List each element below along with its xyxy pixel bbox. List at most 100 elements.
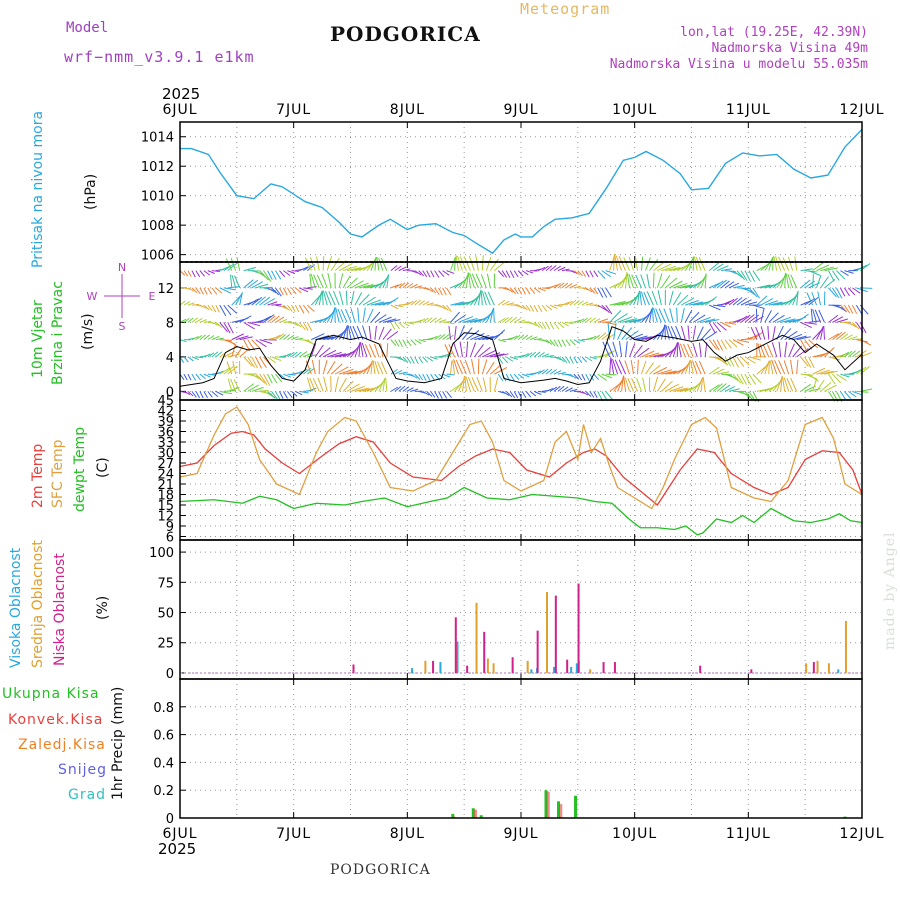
wind-arrow (840, 304, 848, 313)
wind-arrow (740, 299, 752, 306)
wind-arrow (259, 373, 268, 386)
wind-arrow (475, 255, 479, 271)
wind-arrow (817, 291, 822, 306)
wind-arrow (279, 304, 287, 310)
wind-arrow (422, 356, 429, 363)
wind-arrow (668, 290, 674, 306)
wind-arrow (768, 257, 774, 271)
wind-arrow (485, 256, 492, 271)
wind-arrow (694, 360, 702, 375)
wind-arrow (434, 334, 442, 341)
wind-arrow (291, 336, 299, 341)
wind-arrow (569, 270, 578, 274)
wind-arrow (696, 377, 703, 392)
wind-arrow (207, 287, 212, 295)
wind-arrow (553, 356, 562, 361)
wind-arrow (657, 263, 672, 272)
wind-arrow (195, 334, 203, 341)
wind-arrow (350, 290, 355, 306)
wind-arrow (459, 256, 467, 271)
wind-arrow (639, 291, 642, 306)
wind-arrow (509, 270, 515, 279)
wind-arrow (756, 295, 768, 306)
y-tick-label: 6 (166, 531, 174, 546)
wind-arrow (557, 385, 565, 392)
wind-arrow (354, 343, 361, 358)
wind-arrow (279, 334, 287, 341)
wind-arrow (752, 270, 761, 282)
wind-arrow (203, 353, 211, 358)
wind-arrow (800, 383, 811, 392)
wind-arrow (438, 304, 446, 310)
wind-arrow (832, 287, 840, 299)
wind-arrow (287, 351, 295, 358)
wind-arrow (848, 321, 857, 328)
wind-arrow (549, 339, 556, 347)
wind-arrow (299, 351, 308, 358)
wind-arrow (482, 349, 497, 358)
wind-arrow (259, 270, 269, 281)
wind-arrow (716, 356, 728, 365)
high-cloud-bar (456, 641, 459, 673)
wind-arrow (446, 270, 455, 274)
wind-arrow (340, 309, 348, 323)
wind-arrow (633, 291, 640, 306)
wind-arrow (446, 373, 455, 376)
wind-arrow (736, 315, 748, 323)
wind-arrow (442, 391, 448, 399)
wind-arrow (489, 258, 499, 271)
wind-arrow (414, 270, 422, 276)
wind-arrow (708, 366, 720, 375)
wind-arrow (549, 322, 555, 330)
wind-arrow (505, 356, 514, 362)
meteogram-label: Meteogram (520, 0, 611, 18)
wind-arrow (637, 290, 640, 306)
wind-arrow (653, 366, 668, 375)
wind-arrow (800, 339, 808, 351)
wind-arrow (593, 373, 600, 380)
wind-arrow (306, 304, 315, 312)
wind-arrow (513, 270, 519, 278)
wind-arrow (199, 304, 207, 309)
y-tick-label: 30 (157, 447, 174, 462)
wind-arrow (601, 304, 610, 314)
wind-arrow (235, 335, 249, 341)
wind-arrow (187, 302, 195, 306)
wind-arrow (820, 326, 824, 340)
wind-arrow (382, 275, 389, 289)
wind-arrow (517, 334, 525, 341)
wind-arrow (635, 274, 642, 289)
wind-arrow (649, 258, 659, 271)
wind-arrow (764, 310, 772, 323)
wind-arrow (199, 373, 206, 380)
wind-arrow (219, 322, 228, 333)
wind-arrow (716, 371, 730, 375)
wind-arrow (656, 378, 666, 392)
wind-arrow (295, 337, 304, 341)
wind-arrow (255, 339, 267, 348)
wind-arrow (394, 370, 403, 375)
wind-arrow (505, 316, 513, 323)
bottom-day-label: 9JUL (503, 826, 538, 842)
wind-arrow (267, 356, 277, 364)
wind-arrow (553, 339, 559, 347)
wind-arrow (287, 270, 296, 275)
wind-arrow (640, 256, 644, 271)
wind-arrow (227, 304, 238, 314)
wind-arrow (778, 341, 782, 357)
wind-arrow (454, 256, 456, 271)
wind-arrow (325, 290, 332, 306)
top-day-label: 8JUL (390, 102, 425, 118)
wind-arrow (255, 356, 263, 369)
wind-arrow (477, 358, 480, 375)
wind-arrow (291, 270, 300, 272)
wind-arrow (430, 373, 435, 381)
wind-arrow (780, 328, 792, 340)
wind-arrow (453, 359, 459, 375)
wind-arrow (625, 272, 628, 288)
wind-arrow (187, 356, 194, 362)
wind-arrow (334, 376, 339, 392)
wind-arrow (772, 380, 782, 392)
y-tick-label: 1010 (141, 190, 174, 205)
